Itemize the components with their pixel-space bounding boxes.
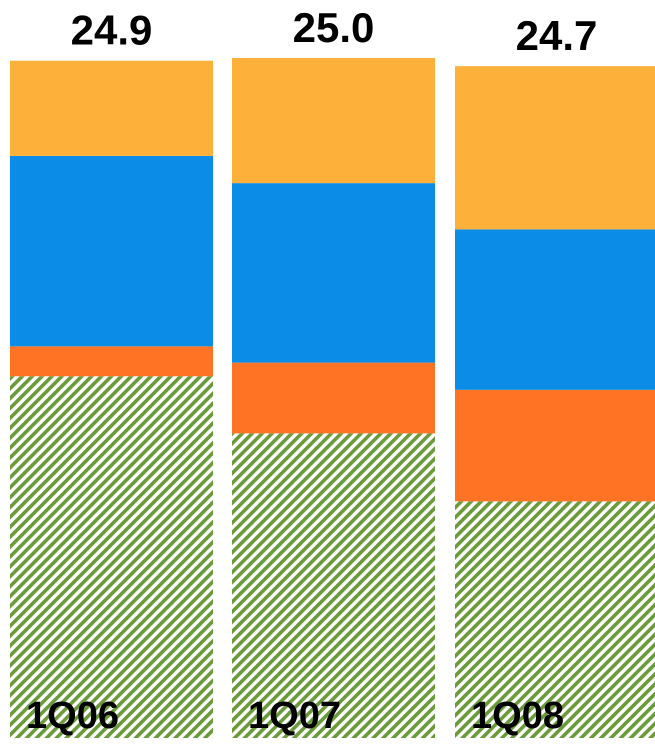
bar-total-label-1Q08: 24.7	[516, 12, 598, 59]
category-label-1Q07: 1Q07	[248, 695, 341, 737]
bar-1Q07-hatched-segment	[232, 433, 435, 738]
bar-labels: 24.9 1Q06 25.0 1Q07 24.7 1Q08	[26, 4, 597, 737]
bar-total-label-1Q06: 24.9	[71, 7, 153, 54]
bar-1Q07-orange-segment	[232, 362, 435, 434]
bar-1Q06-amber-segment	[10, 60, 213, 156]
bar-1Q07-blue-segment	[232, 183, 435, 363]
category-label-1Q06: 1Q06	[26, 695, 119, 737]
bar-1Q06-hatched-segment	[10, 376, 213, 738]
bar-total-label-1Q07: 25.0	[293, 4, 375, 51]
bar-1Q06-orange-segment	[10, 346, 213, 377]
bar-1Q08-orange-segment	[455, 389, 655, 502]
category-label-1Q08: 1Q08	[471, 695, 564, 737]
bar-1Q08-blue-segment	[455, 229, 655, 390]
bar-1Q06-blue-segment	[10, 155, 213, 347]
bar-segments	[10, 58, 655, 738]
bar-1Q07-amber-segment	[232, 58, 435, 184]
bar-1Q08-amber-segment	[455, 66, 655, 230]
bar-1Q08-hatched-segment	[455, 501, 655, 738]
